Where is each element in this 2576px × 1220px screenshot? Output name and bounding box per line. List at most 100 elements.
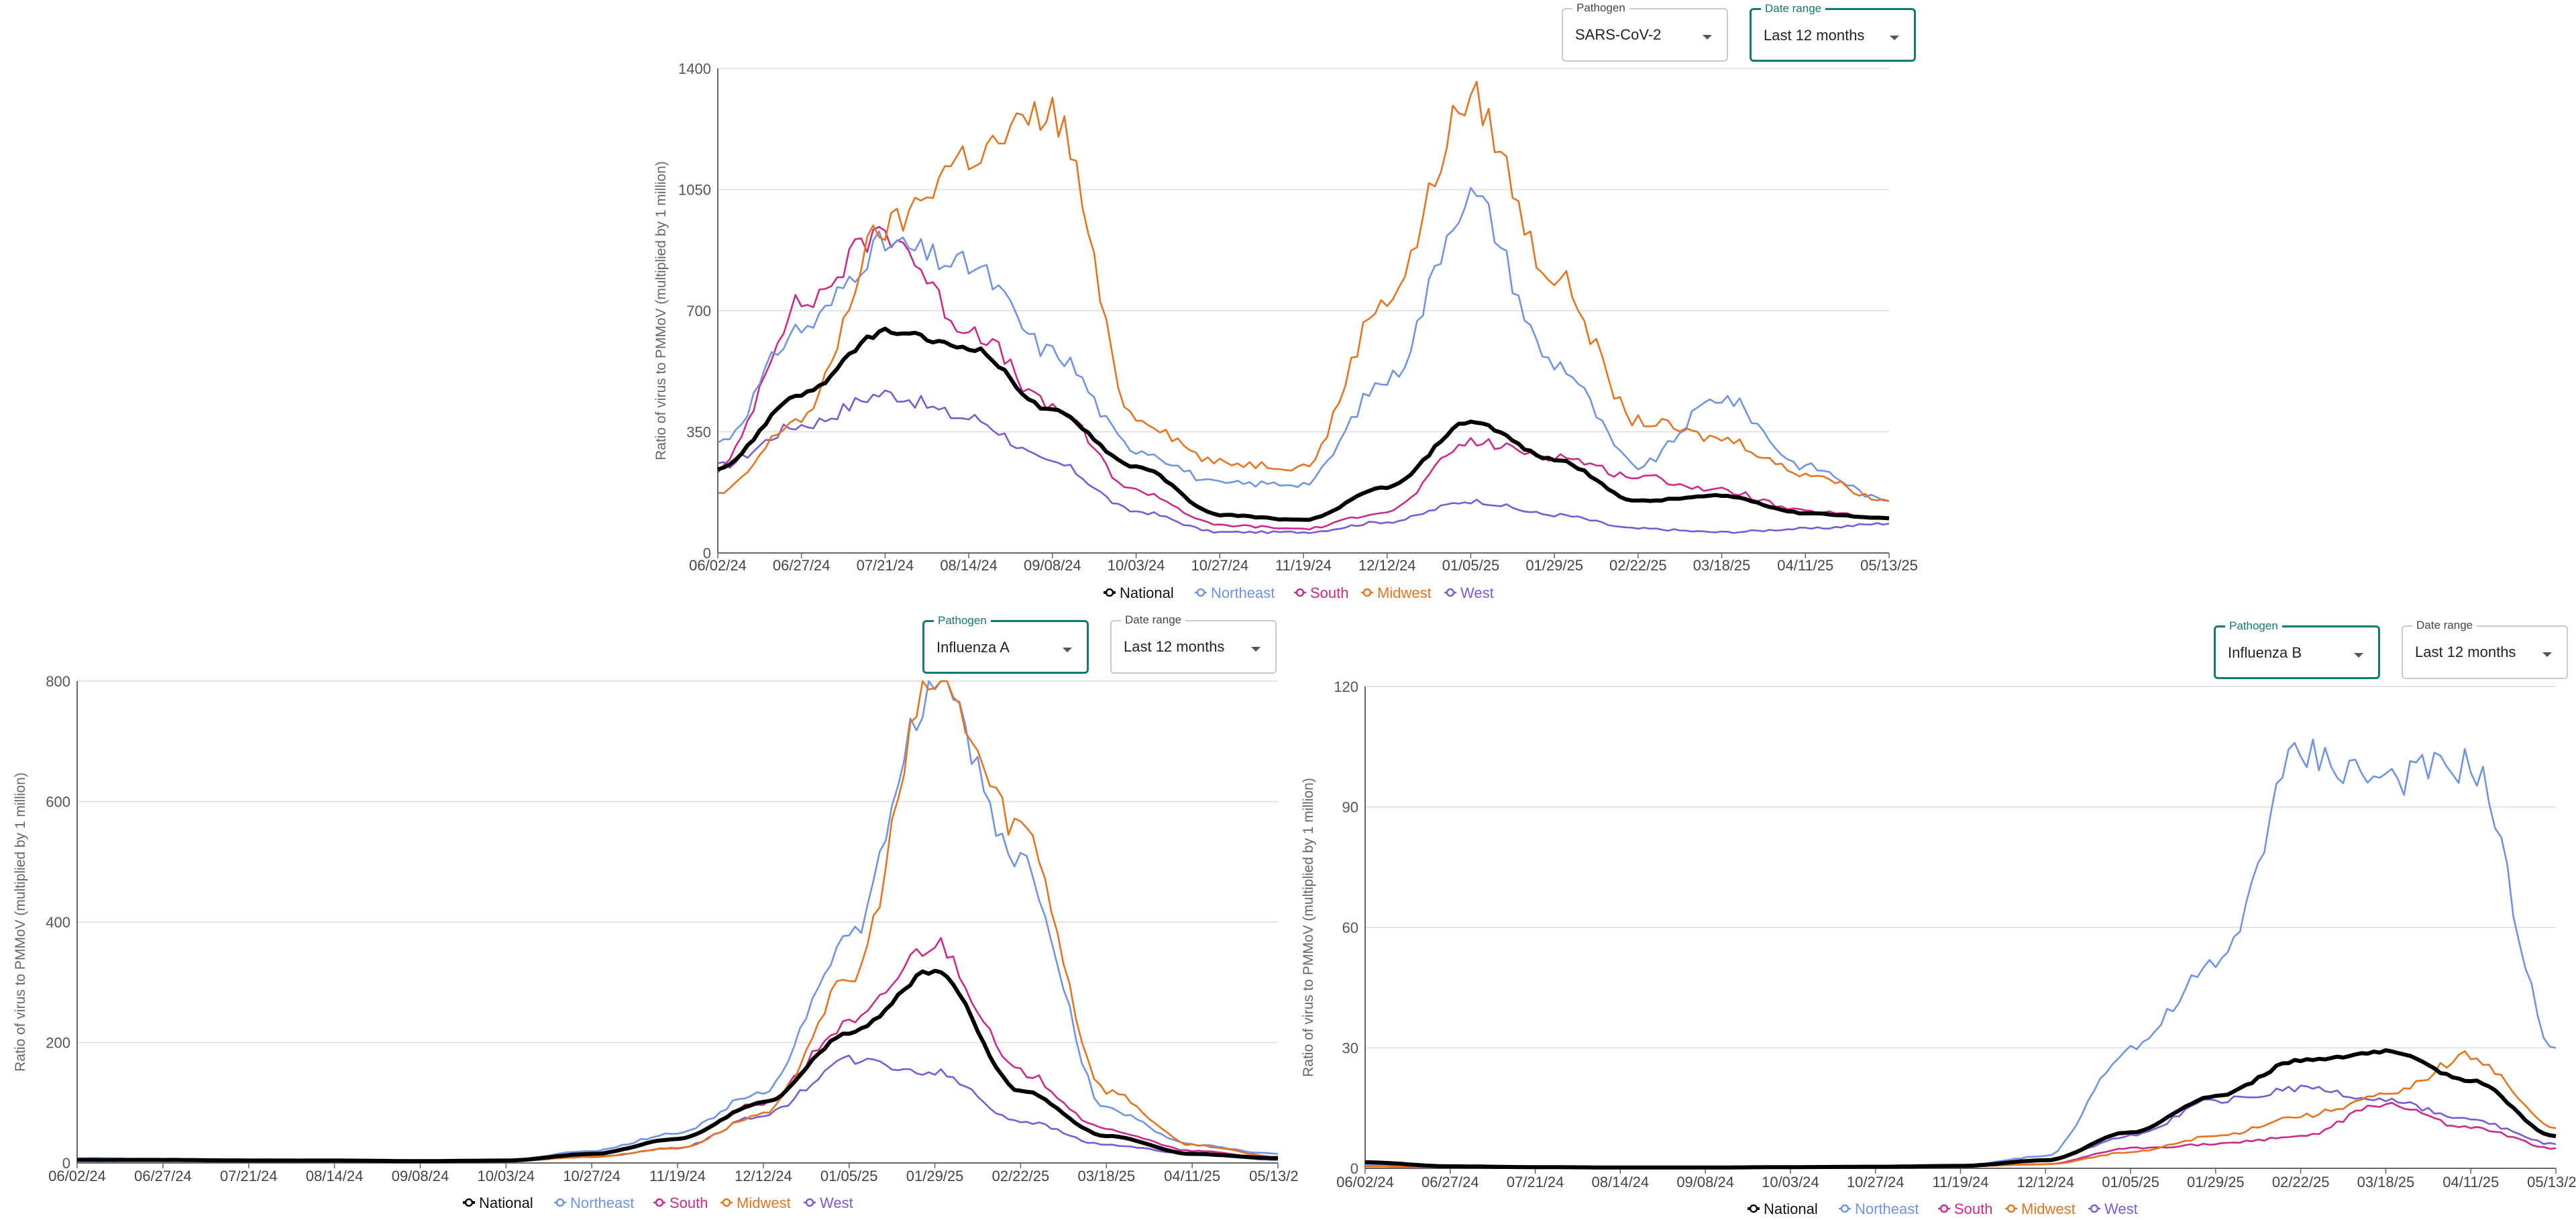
chevron-down-icon <box>2354 653 2363 658</box>
y-tick-label: 350 <box>686 424 711 441</box>
x-tick-label: 02/22/25 <box>992 1168 1050 1184</box>
legend-label: Northeast <box>570 1194 634 1211</box>
legend-marker <box>1105 588 1114 597</box>
legend-item-northeast: Northeast <box>1839 1201 1919 1217</box>
x-tick-label: 10/03/24 <box>1762 1174 1819 1190</box>
y-tick-label: 0 <box>1350 1160 1358 1177</box>
series-line-midwest <box>717 81 1890 502</box>
legend-item-west: West <box>804 1194 853 1211</box>
legend-item-midwest: Midwest <box>1361 584 1432 601</box>
pathogen-select-value: Influenza B <box>2228 644 2302 661</box>
y-tick-label: 700 <box>686 303 711 319</box>
x-tick-label: 05/13/25 <box>1249 1168 1298 1184</box>
x-tick-label: 06/02/24 <box>1336 1174 1394 1190</box>
legend-label: West <box>820 1194 853 1211</box>
y-tick-label: 90 <box>1342 799 1358 816</box>
legend-marker <box>1196 588 1205 597</box>
x-tick-label: 09/08/24 <box>392 1168 449 1184</box>
x-tick-label: 10/27/24 <box>1191 557 1248 574</box>
legend-label: Midwest <box>1377 584 1432 601</box>
legend-label: South <box>669 1194 708 1211</box>
chevron-down-icon <box>1703 35 1712 40</box>
series-line-west <box>76 1054 1279 1162</box>
legend-label: Midwest <box>737 1194 791 1211</box>
x-tick-label: 01/05/25 <box>2102 1174 2159 1190</box>
legend-marker <box>1362 588 1372 597</box>
x-tick-label: 11/19/24 <box>1275 557 1332 574</box>
chevron-down-icon <box>1890 36 1899 40</box>
legend-item-south: South <box>653 1194 708 1211</box>
pathogen-select-flu-a[interactable]: Pathogen Influenza A <box>922 613 1089 674</box>
x-tick-label: 03/18/25 <box>1693 557 1751 574</box>
y-tick-label: 0 <box>62 1155 70 1172</box>
x-tick-label: 11/19/24 <box>1932 1174 1988 1190</box>
legend-label: South <box>1310 584 1349 601</box>
legend-item-national: National <box>463 1194 533 1211</box>
x-tick-label: 09/08/24 <box>1024 557 1081 574</box>
legend-label: West <box>1460 584 1494 601</box>
y-tick-label: 120 <box>1334 678 1358 695</box>
x-tick-label: 06/27/24 <box>773 557 830 574</box>
y-tick-label: 800 <box>46 673 70 690</box>
x-tick-label: 07/21/24 <box>1507 1174 1564 1190</box>
y-axis-title: Ratio of virus to PMMoV (multiplied by 1… <box>653 161 669 460</box>
legend-label: Northeast <box>1855 1201 1919 1217</box>
series-line-midwest <box>1364 1050 2557 1169</box>
x-tick-label: 10/03/24 <box>1108 557 1165 574</box>
series-line-south <box>77 937 1279 1162</box>
pathogen-select-label: Pathogen <box>934 613 991 628</box>
legend-marker <box>805 1198 814 1207</box>
legend-item-west: West <box>2088 1201 2138 1217</box>
series-line-west <box>717 389 1890 534</box>
pathogen-select-value: SARS-CoV-2 <box>1575 26 1662 43</box>
y-tick-label: 1400 <box>678 60 711 77</box>
x-tick-label: 10/03/24 <box>477 1168 535 1184</box>
pathogen-select-flu-b[interactable]: Pathogen Influenza B <box>2214 619 2380 679</box>
legend-label: Midwest <box>2021 1201 2076 1217</box>
legend-label: National <box>479 1194 533 1211</box>
legend-item-northeast: Northeast <box>1195 584 1275 601</box>
series-line-midwest <box>76 680 1279 1162</box>
y-tick-label: 60 <box>1342 919 1358 936</box>
legend-marker <box>1939 1204 1949 1213</box>
legend-item-national: National <box>1104 584 1174 601</box>
x-tick-label: 03/18/25 <box>1077 1168 1135 1184</box>
series-line-northeast <box>76 680 1279 1161</box>
legend-marker <box>2006 1204 2016 1213</box>
date-range-select-value: Last 12 months <box>1764 27 1865 44</box>
series-line-national <box>76 968 1278 1164</box>
x-tick-label: 06/27/24 <box>134 1168 192 1184</box>
series-line-national <box>1364 1048 2557 1170</box>
date-range-select-label: Date range <box>2412 618 2477 633</box>
legend-marker <box>1446 588 1455 597</box>
x-tick-label: 08/14/24 <box>1592 1174 1650 1190</box>
sars-cov-2-chart: 0 350 700 1050 1400 06/02/24 06/27/24 07/21/24 0… <box>653 60 1918 601</box>
legend-marker <box>722 1198 731 1207</box>
date-range-select-label: Date range <box>1121 613 1186 627</box>
x-tick-label: 12/12/24 <box>1358 557 1416 574</box>
legend-marker <box>655 1198 664 1207</box>
x-tick-label: 04/11/25 <box>2443 1174 2499 1190</box>
influenza-b-chart: 0 30 60 90 120 06/02/24 06/27/24 07/21/24 08/14/… <box>1301 678 2576 1217</box>
legend-label: Northeast <box>1211 584 1275 601</box>
pathogen-select-label: Pathogen <box>1572 1 1629 15</box>
pathogen-select-value: Influenza A <box>936 639 1010 656</box>
x-tick-label: 12/12/24 <box>735 1168 792 1184</box>
legend-item-national: National <box>1748 1201 1818 1217</box>
x-tick-label: 04/11/25 <box>1164 1168 1220 1184</box>
x-tick-label: 01/29/25 <box>1525 557 1583 574</box>
y-tick-label: 200 <box>46 1035 70 1052</box>
legend-label: West <box>2104 1201 2138 1217</box>
pathogen-select-covid[interactable]: Pathogen SARS-CoV-2 <box>1562 1 1728 62</box>
pathogen-select-label: Pathogen <box>2225 619 2282 633</box>
x-tick-label: 06/02/24 <box>689 557 747 574</box>
x-tick-label: 12/12/24 <box>2017 1174 2074 1190</box>
x-tick-label: 01/05/25 <box>820 1168 878 1184</box>
y-tick-label: 1050 <box>678 182 711 199</box>
date-range-select-flu-a[interactable]: Date range Last 12 months <box>1110 613 1277 674</box>
date-range-select-covid[interactable]: Date range Last 12 months <box>1750 1 1916 62</box>
x-tick-label: 02/22/25 <box>1609 557 1667 574</box>
series-line-northeast <box>1364 738 2557 1169</box>
x-tick-label: 05/13/25 <box>2527 1174 2576 1190</box>
date-range-select-flu-b[interactable]: Date range Last 12 months <box>2402 618 2568 679</box>
